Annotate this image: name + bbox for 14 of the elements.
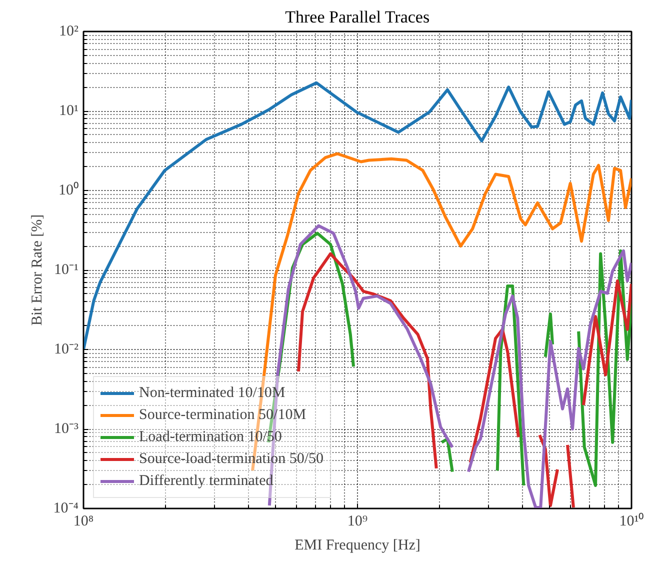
x-tick-label: 10¹⁰ xyxy=(619,512,644,530)
legend-label: Differently terminated xyxy=(139,472,274,490)
y-tick-label: 10⁻¹ xyxy=(54,262,79,278)
y-axis-title: Bit Error Rate [%] xyxy=(29,214,46,326)
y-tick-label: 10⁰ xyxy=(58,182,78,198)
chart-title: Three Parallel Traces xyxy=(285,8,430,26)
x-tick-label: 10⁹ xyxy=(347,514,368,530)
y-tick-label: 10¹ xyxy=(59,103,79,119)
x-tick-label: 10⁸ xyxy=(73,514,94,530)
y-tick-label: 10⁻³ xyxy=(54,421,80,437)
y-tick-label: 10² xyxy=(59,24,80,40)
x-axis-title: EMI Frequency [Hz] xyxy=(294,538,420,554)
y-tick-label: 10⁻⁴ xyxy=(53,500,79,516)
y-tick-label: 10⁻² xyxy=(54,342,80,358)
